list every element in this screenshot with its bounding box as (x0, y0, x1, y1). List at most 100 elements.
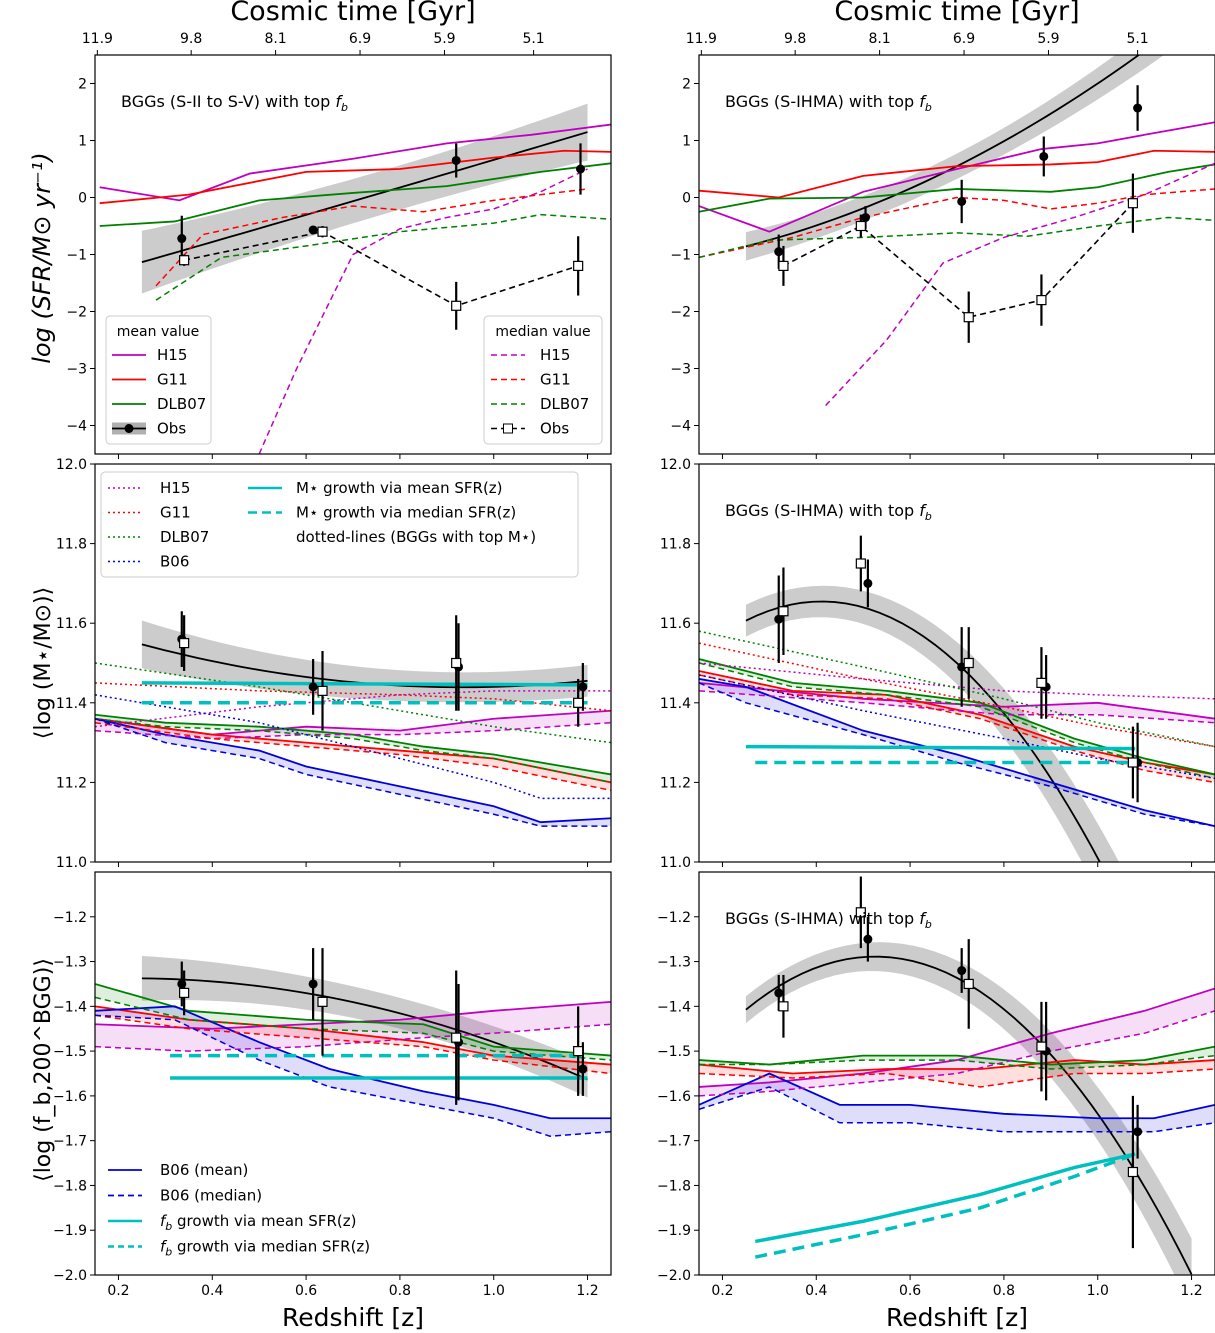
y-tick-label: 0 (682, 191, 691, 207)
series-g11-mean (699, 149, 1215, 199)
legend-mstar (100, 471, 579, 578)
obs-mean-point (308, 979, 318, 989)
legend-fb-label: fb growth via median SFR(z) (160, 1238, 370, 1259)
x-tick-label: 0.4 (805, 1283, 827, 1299)
y-tick-label: 11.0 (56, 855, 87, 871)
spread-h15 (699, 682, 1215, 723)
y-tick-label: 11.4 (56, 696, 87, 712)
title-f: f (919, 501, 927, 520)
obs-mean-point (863, 934, 873, 944)
y-tick-label: 11.0 (660, 855, 691, 871)
legend-mstar-growth-label: M⋆ growth via median SFR(z) (296, 504, 516, 522)
legend-obs-marker (124, 424, 134, 433)
y-tick-label: 11.4 (660, 696, 691, 712)
y-tick-label: −1.8 (53, 1178, 87, 1194)
plot-area (699, 876, 1215, 1275)
obs-median-point (179, 637, 190, 649)
series-f-b-growth-via-mean-sfr-z--growth (754, 1152, 1136, 1244)
obs-mean-point (957, 966, 967, 976)
obs-mean-point (576, 164, 586, 174)
series-b06-median (699, 1086, 1215, 1133)
obs-median-point (179, 987, 190, 999)
y-tick-label: −1.7 (657, 1134, 691, 1150)
y-tick-label: 11.2 (56, 775, 87, 791)
series-g11-median (95, 721, 611, 792)
legend-mstar-growth-label: dotted-lines (BGGs with top M⋆) (296, 528, 536, 546)
y-tick-label: −1.2 (657, 910, 691, 926)
series-g11-mean (699, 670, 1215, 776)
title-f: f (335, 92, 343, 111)
series-b06-top-Mstar (699, 674, 1215, 780)
y-tick-label: −1.7 (53, 1134, 87, 1150)
panel-title: BGGs (S-II to S-V) with top fb (121, 92, 348, 114)
cosmic-time-tick-label: 11.9 (686, 31, 717, 47)
y-tick-label: −1.2 (53, 910, 87, 926)
series-dlb07-median (95, 717, 611, 784)
obs-median-point (317, 685, 328, 696)
ylabel-sfr: log (SFR/M⊙ yr⁻¹) (28, 152, 56, 364)
legend-fb-label: fb growth via mean SFR(z) (160, 1212, 356, 1233)
obs-mean-point (1133, 1127, 1143, 1137)
panel-fb-left: −2.0 −1.9 −1.8 −1.7 −1.6 −1.5 −1.4 −1.3 −1.2 0.2 0… (53, 871, 612, 1299)
series-g11-mean (99, 149, 611, 205)
obs-mean-point (774, 988, 784, 998)
series-g11-top-Mstar (699, 642, 1215, 748)
y-tick-label: −1 (66, 248, 87, 264)
y-tick-label: 11.8 (660, 537, 691, 553)
cosmic-time-tick-label: 9.8 (784, 31, 806, 47)
y-tick-label: −1 (670, 248, 691, 264)
y-tick-label: 11.6 (56, 616, 87, 632)
legend-mstar-label-g11: G11 (160, 504, 191, 522)
panel-title: BGGs (S-IHMA) with top fb (725, 92, 932, 114)
y-tick-label: 0 (78, 191, 87, 207)
fit-confidence-band (745, 942, 1192, 1275)
series-h15-mean (699, 121, 1215, 233)
legend-median-label-g11: G11 (540, 371, 571, 389)
series-b06-median (95, 1014, 611, 1137)
y-tick-label: 11.2 (660, 775, 691, 791)
cosmic-time-tick-label: 8.1 (264, 31, 286, 47)
fit-line (745, 55, 1141, 248)
spread-g11 (699, 1060, 1215, 1087)
panel-frame (94, 463, 612, 863)
cosmic-time-tick-label: 5.9 (433, 31, 455, 47)
redshift-label-left: Redshift [z] (282, 1303, 424, 1332)
fit-confidence-band (141, 955, 588, 1098)
obs-median-point (855, 558, 866, 569)
series-dlb07-median (699, 216, 1215, 259)
legend-fb-label: B06 (mean) (160, 1161, 248, 1179)
legend-label-h15: H15 (157, 346, 187, 364)
obs-median-point (451, 657, 462, 669)
x-tick-label: 0.4 (201, 1283, 223, 1299)
x-tick-label: 0.6 (899, 1283, 921, 1299)
obs-median-point (963, 978, 974, 990)
x-tick-label: 0.2 (711, 1283, 733, 1299)
obs-median-point (317, 226, 328, 237)
series-g11-top-Mstar (95, 682, 611, 712)
legend-median-label-obs: Obs (540, 420, 569, 438)
spread-h15 (699, 988, 1215, 1096)
title-sub-b: b (925, 918, 932, 931)
spread-dlb07 (699, 659, 1215, 779)
legend-rest: growth via median SFR(z) (172, 1238, 370, 1256)
obs-median-point (179, 255, 190, 266)
obs-median-point (855, 907, 866, 918)
legend-median-label-h15: H15 (540, 346, 570, 364)
plot-area (99, 103, 611, 454)
plot-area (95, 948, 611, 1137)
obs-median-point (451, 300, 462, 311)
obs-median-point (778, 1001, 789, 1012)
obs-median-point (1036, 677, 1047, 689)
fit-line (141, 131, 588, 264)
series-dlb07-median (699, 662, 1215, 780)
series-g11-mean (699, 1059, 1215, 1075)
legends: mean value H15 G11 DLB07 Obs median value H15 G… (100, 315, 603, 1259)
panel-fb-right: −2.0 −1.9 −1.8 −1.7 −1.6 −1.5 −1.4 −1.3 −1.2 0.2 0… (657, 871, 1215, 1299)
series-dlb07-median (155, 213, 611, 301)
cosmic-time-tick-label: 9.8 (180, 31, 202, 47)
panel-frame (94, 871, 612, 1276)
title-f: f (919, 909, 927, 928)
y-tick-label: −1.4 (53, 999, 87, 1015)
y-tick-label: 12.0 (660, 457, 691, 473)
series-f-b-growth-via-median-sfr-z--growth (754, 1152, 1136, 1259)
